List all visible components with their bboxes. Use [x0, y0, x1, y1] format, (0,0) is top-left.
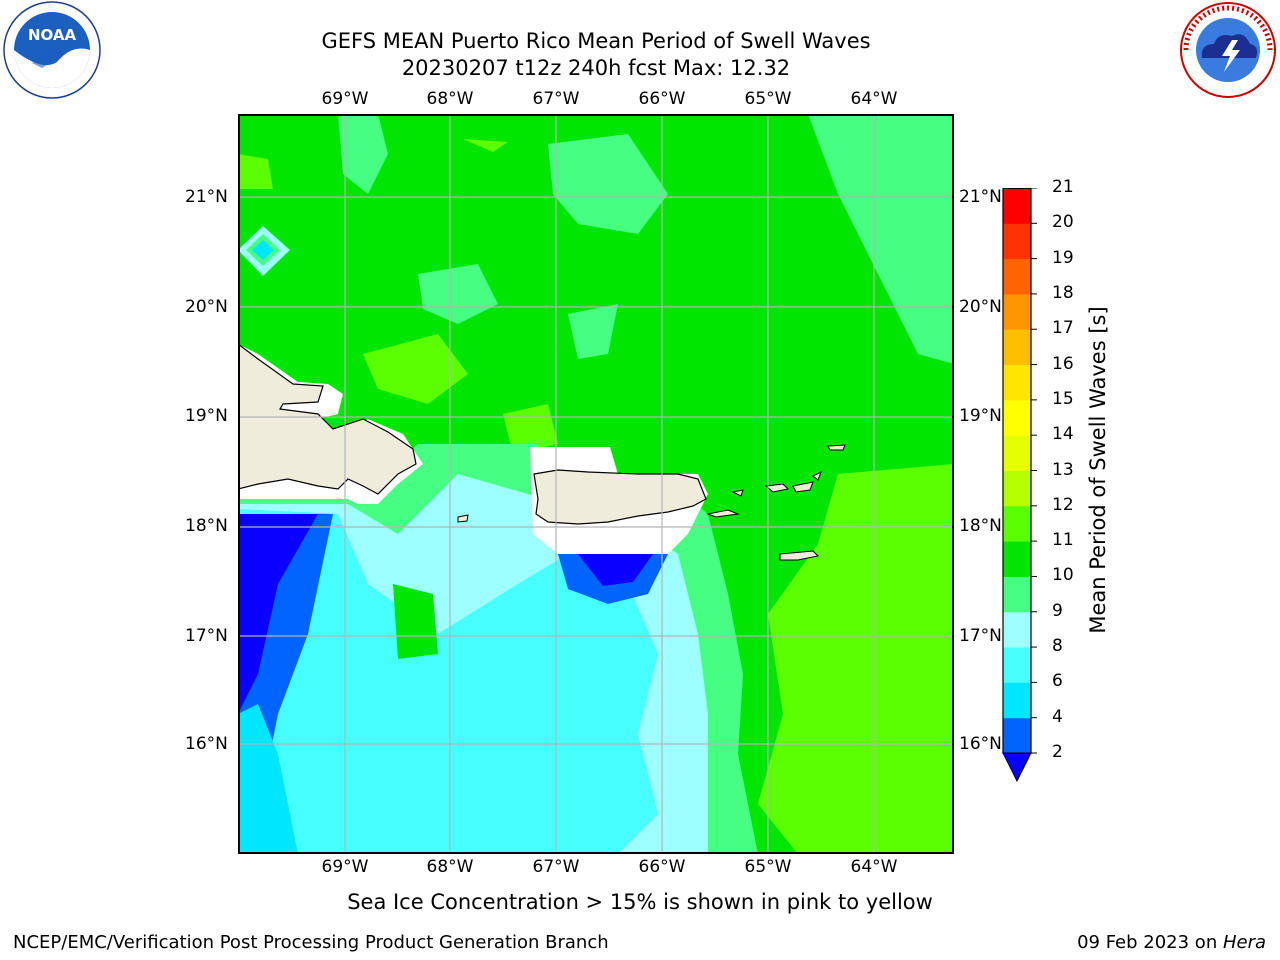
vieques-land — [706, 509, 740, 518]
contour-patch-below-2 — [578, 554, 653, 586]
chart-title: GEFS MEAN Puerto Rico Mean Period of Swe… — [321, 29, 871, 53]
sea-ice-note: Sea Ice Concentration > 15% is shown in … — [347, 890, 933, 914]
lon-label-bottom: 69°W — [321, 857, 369, 877]
contour-patch-9-10 — [568, 304, 618, 359]
lat-label-left: 20°N — [185, 297, 228, 317]
contour-patch-11-12 — [463, 139, 508, 152]
colorbar-tick-label: 12 — [1052, 494, 1074, 515]
footer-machine: Hera — [1222, 932, 1266, 953]
lat-label-left: 21°N — [185, 187, 228, 207]
mona-island-land — [457, 514, 469, 523]
puerto-rico-land — [533, 469, 707, 525]
swell-period-map — [237, 114, 954, 854]
lon-label-top: 65°W — [744, 89, 792, 109]
colorbar-segment — [1003, 611, 1031, 648]
contour-patch-9-10 — [418, 264, 498, 324]
contour-patch-9-10 — [548, 134, 668, 234]
lat-label-left: 19°N — [185, 406, 228, 426]
colorbar-segment — [1003, 717, 1031, 754]
colorbar-tick-label: 16 — [1052, 353, 1074, 374]
chart-subtitle: 20230207 t12z 240h fcst Max: 12.32 — [401, 56, 791, 80]
colorbar-tick-label: 2 — [1052, 742, 1063, 762]
colorbar-segment — [1003, 647, 1031, 683]
colorbar — [1000, 187, 1040, 788]
colorbar-segment — [1003, 188, 1031, 224]
contour-field-4-6 — [238, 704, 298, 854]
colorbar-extend-triangle — [1002, 752, 1032, 783]
colorbar-tick-label: 13 — [1052, 459, 1074, 480]
colorbar-tick-label: 8 — [1052, 636, 1063, 657]
colorbar-segment — [1003, 223, 1031, 260]
colorbar-segment — [1003, 541, 1031, 577]
contour-patch-11-12 — [238, 154, 273, 189]
colorbar-segment — [1003, 470, 1031, 507]
colorbar-tick-label: 20 — [1052, 212, 1074, 233]
lon-label-bottom: 64°W — [850, 857, 898, 877]
contour-patch-6-8 — [252, 240, 274, 260]
graticule — [238, 114, 954, 854]
colorbar-tick-label: 6 — [1052, 671, 1063, 692]
colorbar-tick-label: 17 — [1052, 318, 1074, 339]
colorbar-tick-label: 14 — [1052, 424, 1074, 445]
contour-patch-10-11 — [393, 584, 438, 659]
lon-label-bottom: 68°W — [426, 857, 474, 877]
colorbar-title: Mean Period of Swell Waves [s] — [1086, 306, 1110, 634]
lat-label-right: 16°N — [959, 734, 1002, 754]
lat-label-right: 19°N — [959, 406, 1002, 426]
lon-label-bottom: 67°W — [532, 857, 580, 877]
colorbar-tick-label: 21 — [1052, 177, 1074, 197]
culebra-land — [731, 489, 744, 497]
contour-patch-11-12 — [758, 464, 954, 854]
footer-date: 09 Feb 2023 on Hera — [1077, 932, 1266, 953]
footer-date-text: 09 Feb 2023 on — [1077, 932, 1223, 953]
contour-field-6-8 — [238, 509, 658, 854]
colorbar-tick-label: 10 — [1052, 565, 1074, 586]
colorbar-tick-label: 9 — [1052, 600, 1063, 621]
colorbar-tick-label: 15 — [1052, 388, 1074, 409]
anegada-land — [827, 444, 846, 451]
colorbar-segment — [1003, 682, 1031, 719]
colorbar-segment — [1003, 293, 1031, 330]
lat-label-left: 18°N — [185, 516, 228, 536]
lat-label-left: 16°N — [185, 734, 228, 754]
lon-label-top: 66°W — [638, 89, 686, 109]
colorbar-tick-label: 4 — [1052, 706, 1063, 727]
lon-label-bottom: 66°W — [638, 857, 686, 877]
lon-label-bottom: 65°W — [744, 857, 792, 877]
map-frame — [238, 114, 954, 854]
colorbar-segment — [1003, 399, 1031, 436]
lat-label-right: 21°N — [959, 187, 1002, 207]
lat-label-right: 17°N — [959, 626, 1002, 646]
colorbar-tick-label: 19 — [1052, 247, 1074, 268]
virgin-islands-land — [764, 470, 822, 493]
lat-label-right: 18°N — [959, 516, 1002, 536]
colorbar-segment — [1003, 576, 1031, 613]
lon-label-top: 67°W — [532, 89, 580, 109]
contour-patch-9-10 — [808, 114, 954, 364]
lat-label-right: 20°N — [959, 297, 1002, 317]
colorbar-tick-label: 11 — [1052, 530, 1074, 551]
colorbar-segment — [1003, 435, 1031, 471]
lon-label-top: 64°W — [850, 89, 898, 109]
contour-field-below-2 — [238, 514, 318, 714]
footer-credit: NCEP/EMC/Verification Post Processing Pr… — [13, 932, 609, 953]
colorbar-segment — [1003, 329, 1031, 366]
nws-logo — [1178, 0, 1278, 100]
colorbar-tick-label: 18 — [1052, 282, 1074, 303]
noaa-logo: NOAA — [2, 0, 102, 100]
lon-label-top: 69°W — [321, 89, 369, 109]
contour-patch-11-12 — [363, 334, 468, 404]
hispaniola-land — [237, 342, 417, 495]
colorbar-segment — [1003, 364, 1031, 401]
colorbar-segment — [1003, 505, 1031, 542]
st-croix-land — [779, 550, 820, 561]
colorbar-segment — [1003, 258, 1031, 295]
lon-label-top: 68°W — [426, 89, 474, 109]
contour-patch-9-10 — [338, 114, 388, 194]
svg-text:NOAA: NOAA — [28, 26, 77, 44]
lat-label-left: 17°N — [185, 626, 228, 646]
